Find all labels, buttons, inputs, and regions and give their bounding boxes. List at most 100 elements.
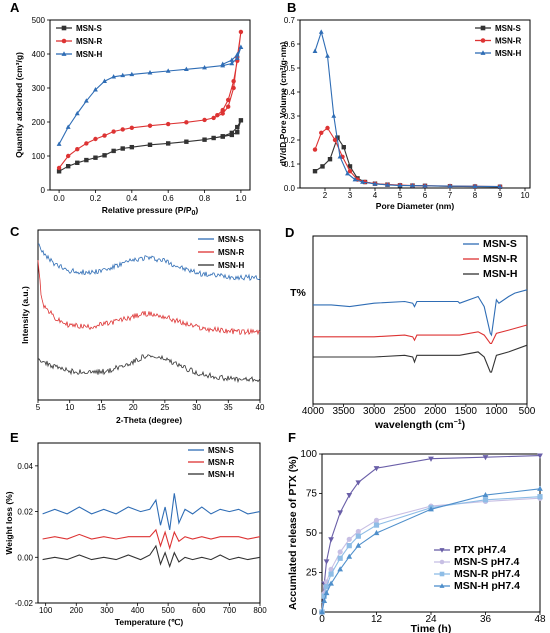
data-point [372, 181, 378, 186]
x-tick-label: 48 [534, 614, 546, 625]
x-tick-label: 8 [473, 191, 478, 200]
x-axis-label: Relative pressure (P/P0) [102, 205, 199, 217]
data-point [120, 127, 125, 132]
y-tick-label: 100 [32, 152, 46, 161]
y-tick-label: 300 [32, 84, 46, 93]
data-point [120, 146, 125, 151]
series-msn-s [56, 118, 244, 174]
data-point [238, 29, 244, 35]
data-point [327, 157, 333, 162]
data-point [347, 164, 353, 169]
data-point [482, 497, 489, 503]
legend-label: PTX pH7.4 [454, 544, 506, 556]
chart-panel-c: C 5 10 15 20 25 30 35 40 2-Theta (degree) Intensit… [10, 224, 265, 425]
x-tick-label: 0.4 [126, 194, 138, 203]
plot-frame [299, 19, 531, 189]
data-point [328, 537, 334, 543]
x-tick-label: 3500 [332, 406, 355, 417]
data-point [323, 584, 330, 590]
y-tick-label: 0 [41, 186, 46, 195]
data-point [184, 139, 189, 144]
x-tick-label: 0.6 [163, 194, 175, 203]
x-tick-label: 500 [161, 606, 175, 615]
data-point [65, 153, 71, 159]
x-tick-label: 15 [97, 403, 106, 412]
series-line [42, 493, 261, 531]
x-tick-label: 0 [319, 614, 325, 625]
series-msn-h-ph7-4 [319, 485, 543, 615]
chart-panel-a: A 0.0 0.2 0.4 0.6 0.8 1.0 0 100 200 300 400 500 Relat… [10, 0, 251, 217]
data-point [165, 141, 171, 146]
legend-label: MSN-H [218, 261, 244, 270]
x-axis-label-end: ) [462, 419, 466, 431]
series-line [58, 46, 242, 145]
data-point [537, 453, 543, 459]
x-tick-label: 5 [36, 403, 41, 412]
data-point [346, 536, 352, 542]
legend-label: MSN-S [208, 446, 234, 455]
data-point [328, 566, 334, 572]
series-msn-r [313, 324, 528, 345]
panel-label: D [285, 225, 294, 240]
chart-panel-e: E 100 200 300 400 500 600 700 800 -0.02 0.00 0.02 0.… [4, 430, 267, 627]
chart-panel-f: F 0 12 24 36 48 0 25 50 75 100 Time (h) Accumlated r… [287, 430, 546, 633]
x-tick-label: 20 [129, 403, 138, 412]
data-point [84, 141, 89, 146]
series-line [313, 344, 528, 373]
series-msn-h [56, 44, 244, 146]
x-tick-label: 100 [39, 606, 53, 615]
x-axis-label: Pore Diameter (nm) [376, 201, 455, 211]
y-tick-label: 0.7 [284, 16, 296, 25]
data-point [235, 130, 240, 135]
data-point [202, 117, 207, 123]
legend-label: MSN-H [483, 268, 517, 280]
x-tick-label: 300 [100, 606, 114, 615]
data-point [61, 51, 67, 56]
data-point [147, 142, 153, 147]
series-line [42, 528, 261, 551]
y-tick-label: 0.5 [284, 64, 296, 73]
y-tick-label: 0.1 [284, 160, 296, 169]
x-tick-label: 0.0 [54, 194, 66, 203]
data-point [410, 182, 415, 188]
data-point [422, 183, 428, 188]
data-point [75, 147, 80, 152]
x-tick-label: 9 [498, 191, 503, 200]
plot-frame [37, 229, 261, 401]
series-msn-h [312, 29, 503, 189]
data-point [102, 153, 107, 158]
y-tick-label: 0.2 [284, 136, 296, 145]
y-tick-label: 0.0 [284, 184, 296, 193]
data-point [439, 571, 445, 577]
y-axis-label: Quantity adsorbed (cm³/g) [14, 52, 24, 158]
x-tick-label: 500 [519, 406, 536, 417]
data-point [93, 155, 98, 160]
data-point [347, 169, 353, 174]
data-point [93, 136, 98, 142]
data-point [83, 98, 89, 103]
y-tick-label: 100 [300, 449, 317, 460]
x-tick-label: 4000 [302, 406, 325, 417]
data-point [75, 160, 80, 165]
x-axis-label: Time (h) [411, 623, 452, 633]
data-point [355, 533, 361, 539]
data-point [102, 133, 107, 138]
x-tick-label: 2000 [424, 406, 447, 417]
legend-label: MSN-H [495, 49, 521, 58]
data-point [56, 165, 62, 171]
data-point [480, 25, 486, 31]
legend-label: MSN-R [218, 248, 244, 257]
data-point [231, 79, 236, 84]
data-point [65, 124, 71, 129]
series-line [313, 324, 528, 345]
x-tick-label: 400 [131, 606, 145, 615]
data-point [225, 97, 231, 103]
series-line [314, 30, 501, 188]
data-point [234, 55, 240, 60]
series-msn-r [37, 260, 261, 336]
panel-label: E [10, 430, 19, 445]
y-tick-label: 0.4 [284, 88, 296, 97]
plot-frame [49, 19, 251, 191]
data-point [373, 517, 380, 523]
